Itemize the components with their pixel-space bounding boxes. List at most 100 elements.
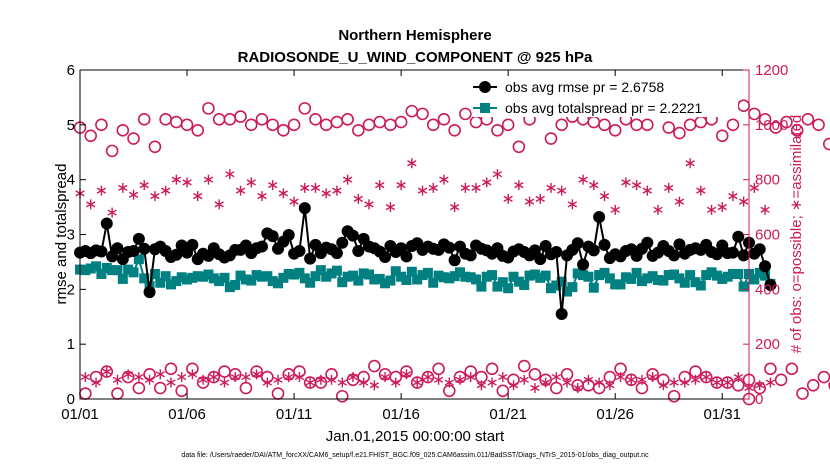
obs-assimilated-point xyxy=(460,182,471,193)
obs-possible-point xyxy=(496,384,510,398)
spread-point xyxy=(171,276,182,287)
rmse-point xyxy=(593,210,606,223)
rmse-point xyxy=(673,238,686,251)
spread-point xyxy=(85,263,96,274)
spread-point xyxy=(128,267,139,278)
spread-point xyxy=(273,278,284,289)
spread-point xyxy=(294,267,305,278)
obs-possible-point xyxy=(512,140,526,154)
spread-point xyxy=(524,270,535,281)
x-tick-label: 01/21 xyxy=(489,406,527,423)
obs-possible-point xyxy=(630,118,643,132)
spread-point xyxy=(422,267,433,278)
spread-point xyxy=(230,279,241,290)
chart-title: Northern Hemisphere xyxy=(338,27,491,44)
obs-assimilated-point xyxy=(637,374,647,385)
spread-point xyxy=(283,268,294,279)
obs-possible-point xyxy=(416,107,429,121)
spread-point xyxy=(224,282,235,293)
obs-assimilated-point xyxy=(112,374,123,385)
obs-assimilated-point xyxy=(455,374,465,385)
spread-point xyxy=(401,275,412,286)
legend: obs avg rmse pr = 2.6758 obs avg totalsp… xyxy=(472,77,738,117)
spread-point xyxy=(615,279,626,290)
obs-assimilated-point xyxy=(166,377,176,388)
spread-point xyxy=(626,273,637,284)
spread-point xyxy=(508,271,519,282)
spread-point xyxy=(567,282,578,293)
obs-possible-point xyxy=(491,124,504,137)
spread-point xyxy=(760,270,771,281)
obs-possible-point xyxy=(271,387,285,400)
obs-possible-point xyxy=(641,118,654,132)
obs-possible-point xyxy=(105,144,119,158)
rmse-point xyxy=(255,240,268,253)
spread-point xyxy=(711,270,722,281)
obs-assimilated-point xyxy=(594,377,604,388)
obs-possible-point xyxy=(287,118,301,132)
obs-assimilated-point xyxy=(706,204,717,215)
rmse-point xyxy=(266,230,279,243)
obs-possible-point xyxy=(100,365,114,378)
obs-possible-point xyxy=(309,113,322,126)
obs-assimilated-point xyxy=(658,380,669,391)
spread-point xyxy=(214,276,225,287)
spread-point xyxy=(235,270,246,281)
spread-point xyxy=(454,267,465,278)
obs-assimilated-point xyxy=(241,372,251,383)
obs-assimilated-point xyxy=(203,174,214,185)
rmse-point xyxy=(726,246,739,259)
spread-point xyxy=(433,270,444,281)
obs-possible-point xyxy=(180,118,194,132)
obs-possible-point xyxy=(769,121,783,134)
obs-possible-point xyxy=(335,389,349,403)
spread-point xyxy=(487,270,498,281)
rmse-series xyxy=(74,202,777,321)
obs-possible-point xyxy=(699,370,713,384)
spread-point xyxy=(754,267,765,278)
obs-possible-point xyxy=(469,115,483,129)
spread-point xyxy=(385,275,396,286)
spread-point xyxy=(519,279,530,290)
rmse-point xyxy=(571,237,584,250)
obs-assimilated-point xyxy=(712,377,722,388)
rmse-point xyxy=(379,250,392,263)
obs-assimilated-point xyxy=(294,372,305,383)
rmse-point xyxy=(170,248,183,261)
x-tick-label: 01/01 xyxy=(61,406,99,423)
obs-assimilated-point xyxy=(631,180,642,191)
y-tick-label: 2 xyxy=(67,281,75,298)
spread-point xyxy=(465,272,476,283)
obs-assimilated-point xyxy=(599,191,610,202)
rmse-point xyxy=(132,232,145,245)
spread-point xyxy=(695,280,706,291)
tick-labels: 01/01 01/06 01/11 01/16 01/21 01/26 01/31 0 1 2 3 4… xyxy=(61,62,788,423)
obs-assimilated-point xyxy=(690,374,701,385)
obs-assimilated-point xyxy=(760,204,770,215)
obs-assimilated-point xyxy=(407,158,417,169)
obs-assimilated-point xyxy=(728,191,738,202)
x-tick-label: 01/06 xyxy=(168,406,206,423)
obs-assimilated-point xyxy=(562,377,572,388)
obs-possible-point xyxy=(758,113,772,126)
rmse-point xyxy=(111,242,124,255)
spread-point xyxy=(133,254,144,265)
obs-assimilated-point xyxy=(91,377,101,388)
obs-assimilated-point xyxy=(439,174,449,185)
rmse-point xyxy=(336,236,349,249)
obs-assimilated-point xyxy=(503,193,513,204)
legend-spread-label: obs avg totalspread pr = 2.2221 xyxy=(505,100,703,116)
obs-assimilated-point xyxy=(583,374,594,385)
rmse-point xyxy=(587,244,600,257)
obs-assimilated-point xyxy=(626,374,636,385)
rmse-point xyxy=(464,249,477,262)
spread-point xyxy=(305,277,316,288)
obs-assimilated-point xyxy=(492,169,503,180)
spread-point xyxy=(187,272,198,283)
obs-assimilated-point xyxy=(471,182,481,193)
obs-assimilated-point xyxy=(701,372,711,383)
obs-assimilated-point xyxy=(262,377,273,388)
obs-possible-point xyxy=(164,362,178,376)
obs-possible-point xyxy=(153,381,167,395)
rmse-point xyxy=(100,217,113,230)
